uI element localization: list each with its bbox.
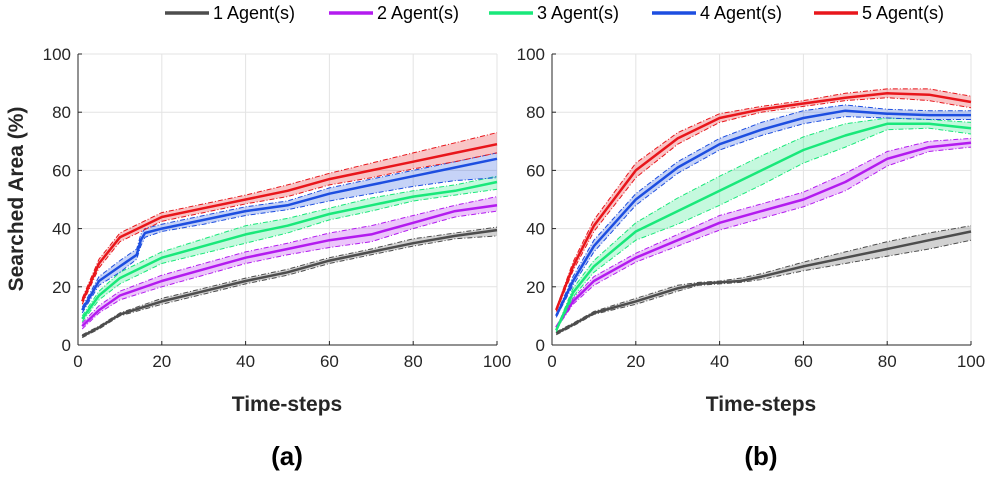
- x-tick-label: 40: [710, 352, 729, 371]
- series-3-agent-s: [81, 175, 498, 323]
- y-tick-label: 100: [517, 45, 545, 64]
- mean-line-1-agent-s: [555, 230, 972, 335]
- y-tick-label: 80: [52, 103, 71, 122]
- panel-label-a: (a): [271, 441, 303, 471]
- series-4-agent-s: [555, 104, 971, 318]
- series-5-agent-s: [555, 88, 972, 312]
- legend-label-3-agent: 3 Agent(s): [537, 3, 619, 23]
- chart-panel-a: 0 20 40 60 80 100 0 20 40 60 80 100: [43, 45, 512, 371]
- confidence-band-4-agent-s: [82, 152, 497, 313]
- legend-label-1-agent: 1 Agent(s): [213, 3, 295, 23]
- x-axis-label-a: Time-steps: [232, 393, 343, 416]
- chart-panel-b: 0 20 40 60 80 100 0 20 40 60 80 100: [517, 45, 986, 371]
- upper-bound-line-1-agent-s: [555, 225, 972, 333]
- series-2-agent-s: [555, 137, 972, 330]
- mean-line-1-agent-s: [81, 228, 498, 338]
- x-tick-label: 80: [404, 352, 423, 371]
- x-tick-label: 0: [73, 352, 82, 371]
- series-4-agent-s: [81, 152, 498, 314]
- mean-line-5-agent-s: [555, 92, 972, 311]
- legend-label-5-agent: 5 Agent(s): [862, 3, 944, 23]
- x-tick-label: 100: [957, 352, 985, 371]
- confidence-band-5-agent-s: [82, 132, 497, 305]
- mean-line-5-agent-s: [81, 142, 498, 302]
- upper-bound-line-3-agent-s: [81, 175, 498, 317]
- y-axis-label: Searched Area (%): [5, 107, 28, 292]
- upper-bound-line-1-agent-s: [81, 226, 498, 336]
- x-tick-label: 60: [794, 352, 813, 371]
- series-3-agent-s: [555, 117, 972, 333]
- legend-item: 1 Agent(s): [165, 3, 295, 23]
- upper-bound-line-2-agent-s: [81, 196, 498, 324]
- x-axis-label-b: Time-steps: [706, 393, 817, 416]
- mean-line-2-agent-s: [81, 204, 498, 328]
- y-tick-label: 40: [526, 220, 545, 239]
- x-tick-label: 100: [483, 352, 511, 371]
- y-tick-label: 0: [62, 336, 71, 355]
- panel-label-b: (b): [744, 441, 777, 471]
- legend: 1 Agent(s) 2 Agent(s) 3 Agent(s) 4 Agent…: [165, 3, 944, 23]
- legend-label-2-agent: 2 Agent(s): [377, 3, 459, 23]
- upper-bound-line-4-agent-s: [81, 152, 498, 308]
- mean-line-3-agent-s: [81, 180, 498, 320]
- y-tick-label: 0: [536, 336, 545, 355]
- lower-bound-line-3-agent-s: [555, 127, 972, 333]
- lower-bound-line-5-agent-s: [555, 97, 972, 312]
- x-tick-label: 60: [320, 352, 339, 371]
- lower-bound-line-2-agent-s: [81, 210, 498, 330]
- legend-item: 4 Agent(s): [652, 3, 782, 23]
- series-1-agent-s: [555, 225, 972, 336]
- mean-line-4-agent-s: [81, 157, 498, 311]
- confidence-band-3-agent-s: [556, 118, 971, 332]
- confidence-band-1-agent-s: [82, 227, 497, 338]
- lower-bound-line-2-agent-s: [555, 146, 972, 330]
- series-1-agent-s: [81, 226, 498, 339]
- lower-bound-line-5-agent-s: [81, 152, 498, 305]
- lower-bound-line-1-agent-s: [555, 239, 972, 336]
- confidence-band-2-agent-s: [82, 196, 497, 329]
- y-tick-label: 60: [526, 161, 545, 180]
- lower-bound-line-4-agent-s: [555, 116, 971, 318]
- y-tick-label: 80: [526, 103, 545, 122]
- upper-bound-line-5-agent-s: [81, 132, 498, 299]
- x-tick-label: 20: [152, 352, 171, 371]
- mean-line-4-agent-s: [555, 109, 971, 317]
- mean-line-3-agent-s: [555, 122, 972, 331]
- x-tick-label: 40: [236, 352, 255, 371]
- lower-bound-line-4-agent-s: [81, 177, 498, 314]
- x-tick-label: 80: [878, 352, 897, 371]
- series-2-agent-s: [81, 196, 498, 330]
- y-tick-label: 60: [52, 161, 71, 180]
- legend-label-4-agent: 4 Agent(s): [700, 3, 782, 23]
- mean-line-2-agent-s: [555, 141, 972, 329]
- legend-item: 2 Agent(s): [329, 3, 459, 23]
- legend-item: 5 Agent(s): [814, 3, 944, 23]
- upper-bound-line-5-agent-s: [555, 88, 972, 309]
- x-tick-label: 20: [626, 352, 645, 371]
- y-tick-label: 20: [526, 278, 545, 297]
- lower-bound-line-1-agent-s: [81, 235, 498, 339]
- y-tick-label: 100: [43, 45, 71, 64]
- legend-item: 3 Agent(s): [489, 3, 619, 23]
- y-tick-label: 20: [52, 278, 71, 297]
- x-tick-label: 0: [547, 352, 556, 371]
- y-tick-label: 40: [52, 220, 71, 239]
- plot-area: [78, 54, 497, 345]
- plot-area: [552, 54, 971, 345]
- upper-bound-line-3-agent-s: [555, 117, 972, 330]
- series-5-agent-s: [81, 132, 498, 305]
- upper-bound-line-2-agent-s: [555, 137, 972, 327]
